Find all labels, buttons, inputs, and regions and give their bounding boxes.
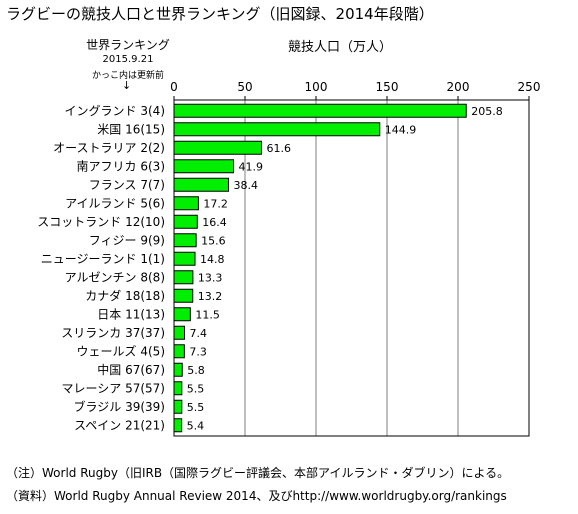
category-label: 南アフリカ 6(3): [77, 158, 165, 173]
data-label: 13.3: [198, 271, 223, 284]
category-label: 米国 16(15): [97, 122, 165, 136]
bar: [173, 381, 183, 396]
data-label: 11.5: [195, 308, 220, 321]
plot-frame: [173, 99, 530, 437]
bar: [173, 122, 381, 137]
x-tick-label: 150: [376, 80, 399, 94]
bar: [173, 251, 196, 266]
category-label: スリランカ 37(37): [61, 326, 165, 340]
data-label: 14.8: [200, 253, 225, 266]
data-label: 17.2: [203, 197, 228, 210]
source-note: （資料）World Rugby Annual Review 2014、及びhtt…: [6, 489, 507, 503]
footnote: （注）World Rugby（旧IRB（国際ラグビー評議会、本部アイルランド・ダ…: [6, 466, 510, 480]
data-label: 15.6: [201, 234, 226, 247]
bar: [173, 159, 234, 174]
x-tick-label: 0: [170, 80, 178, 94]
rank-note: かっこ内は更新前: [91, 71, 164, 81]
category-label: マレーシア 57(57): [62, 381, 165, 395]
bar: [173, 362, 183, 377]
category-label: カナダ 18(18): [85, 288, 165, 303]
bar-chart: 0 50 100 150 200 250 205.8 イングランド 3(4) 144.9 米国 1…: [37, 80, 541, 437]
bar: [173, 325, 186, 340]
down-arrow-icon: ↓: [122, 79, 132, 92]
data-label: 7.3: [189, 345, 207, 358]
data-label: 61.6: [266, 142, 291, 155]
category-label: ニュージーランド 1(1): [41, 252, 165, 266]
bar: [173, 177, 230, 192]
category-label: ブラジル 39(39): [74, 399, 165, 414]
rank-date: 2015.9.21: [102, 54, 154, 65]
chart-title: ラグビーの競技人口と世界ランキング（旧図録、2014年段階）: [6, 5, 434, 23]
category-label: スペイン 21(21): [74, 418, 165, 432]
bar: [173, 196, 199, 211]
data-label: 5.4: [187, 419, 205, 432]
data-label: 41.9: [238, 160, 262, 173]
data-label: 205.8: [471, 105, 503, 118]
bar: [173, 344, 185, 359]
bar: [173, 399, 183, 414]
bar: [173, 270, 194, 285]
category-label: フランス 7(7): [89, 178, 165, 192]
bar: [173, 214, 198, 229]
x-tick-label: 50: [237, 80, 252, 94]
category-label: 中国 67(67): [97, 362, 165, 377]
bar: [173, 140, 262, 155]
x-tick-label: 100: [305, 80, 328, 94]
category-label: フィジー 9(9): [89, 233, 165, 247]
x-axis-title: 競技人口（万人）: [287, 40, 392, 55]
data-label: 38.4: [234, 179, 259, 192]
category-label: アルゼンチン 8(8): [65, 270, 165, 284]
category-label: ウェールズ 4(5): [77, 343, 165, 358]
data-label: 13.2: [198, 290, 223, 303]
category-label: イングランド 3(4): [65, 104, 165, 118]
data-label: 5.5: [187, 382, 205, 395]
x-tick-label: 250: [518, 80, 541, 94]
data-label: 16.4: [202, 216, 227, 229]
category-label: スコットランド 12(10): [37, 215, 165, 229]
bar: [173, 418, 183, 433]
bar: [173, 103, 467, 118]
bar: [173, 233, 197, 248]
data-label: 5.8: [187, 364, 205, 377]
category-label: アイルランド 5(6): [65, 196, 165, 210]
category-label: 日本 11(13): [97, 307, 165, 321]
data-label: 7.4: [190, 327, 208, 340]
bar: [173, 307, 191, 322]
category-label: オーストラリア 2(2): [53, 141, 165, 155]
data-label: 5.5: [187, 401, 205, 414]
x-tick-label: 200: [447, 80, 470, 94]
rank-column-heading: 世界ランキング: [86, 38, 170, 52]
data-label: 144.9: [385, 123, 417, 136]
bar: [173, 288, 194, 303]
